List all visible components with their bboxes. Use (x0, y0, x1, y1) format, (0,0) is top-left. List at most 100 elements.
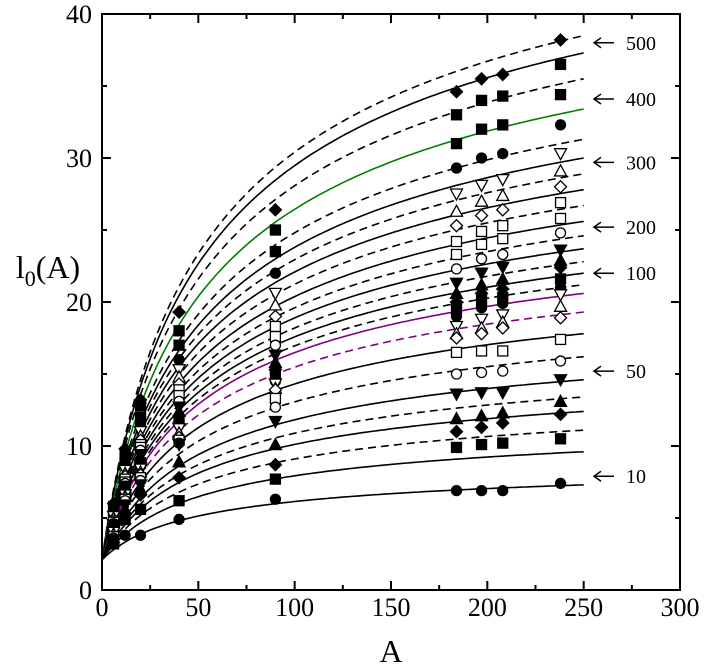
data-point-s5-p5 (268, 287, 283, 301)
marker-layer (106, 33, 568, 550)
data-point-s9-p7 (475, 238, 488, 251)
data-point-s6-p7 (474, 193, 489, 207)
data-point-s11-p7 (474, 267, 489, 281)
x-tick-label: 200 (468, 593, 507, 622)
tick-layer: 0 50 100 150 200 250 300 0 10 20 30 40 (66, 0, 700, 622)
data-point-s21-p4 (171, 438, 187, 452)
series-curve-1 (101, 34, 584, 560)
data-point-s25-p1 (107, 536, 120, 549)
series-curve-13 (101, 260, 584, 561)
series-curve-19 (101, 355, 584, 561)
data-point-s4-p7 (475, 152, 488, 164)
series-curve-2 (101, 52, 584, 560)
data-point-s25-p5 (269, 493, 282, 505)
x-tick-label: 100 (275, 593, 314, 622)
data-point-s22-p7 (474, 408, 489, 422)
data-point-s20-p6 (450, 368, 463, 380)
data-point-s15-p8 (497, 297, 509, 310)
data-point-s21-p7 (474, 387, 489, 401)
data-point-s2-p9 (554, 58, 567, 71)
data-point-s10-p5 (269, 339, 282, 351)
data-point-s1-p7 (474, 71, 489, 86)
data-point-s24-p2 (119, 513, 131, 526)
annotation-arrowhead-500 (592, 37, 602, 49)
x-tick-label: 0 (96, 593, 109, 622)
data-point-s22-p9 (553, 394, 568, 408)
data-point-s3-p8 (497, 119, 509, 131)
data-point-s3-p5 (269, 245, 282, 258)
data-point-s7-p6 (449, 218, 464, 233)
annotation-label-50: 50 (626, 361, 646, 383)
data-point-s4-p5 (269, 267, 282, 279)
data-point-s19-p7 (475, 345, 488, 357)
data-point-s25-p3 (134, 529, 147, 541)
annotation-arrowhead-10 (592, 470, 602, 482)
data-point-s19-p9 (554, 333, 567, 346)
plot-frame (101, 13, 681, 591)
series-curve-7 (101, 173, 584, 560)
data-point-s15-p6 (450, 310, 463, 323)
data-point-s25-p4 (173, 513, 185, 526)
data-point-s9-p8 (497, 232, 509, 245)
data-point-s2-p8 (497, 90, 509, 102)
data-point-s18-p9 (553, 310, 568, 325)
annotation-label-300: 300 (626, 152, 656, 174)
data-point-s2-p5 (269, 224, 282, 236)
data-point-s21-p6 (449, 388, 464, 402)
data-point-s20-p9 (554, 355, 567, 367)
data-point-s1-p9 (553, 33, 568, 47)
annotation-layer: 500 400 300 200 100 50 10 (592, 33, 656, 488)
annotation-arrowhead-200 (592, 221, 602, 233)
data-point-s21-p9 (553, 374, 568, 388)
data-point-s4-p9 (554, 119, 567, 131)
data-point-s16-p9 (553, 289, 568, 303)
data-point-s4-p4 (173, 353, 185, 366)
data-point-s20-p7 (475, 366, 488, 379)
x-tick-label: 150 (372, 593, 411, 622)
data-point-s3-p4 (173, 339, 185, 351)
x-axis-title: A (379, 633, 402, 669)
data-point-s7-p7 (474, 208, 489, 223)
data-point-s23-p3 (133, 488, 148, 502)
data-point-s7-p9 (553, 179, 568, 194)
data-point-s24-p5 (269, 473, 282, 485)
series-curve-21 (101, 396, 584, 561)
data-point-s19-p6 (450, 346, 463, 359)
y-tick-label: 20 (66, 288, 92, 317)
data-point-s25-p2 (119, 529, 131, 541)
series-curve-23 (101, 429, 584, 561)
data-point-s23-p5 (268, 457, 283, 472)
curve-layer (101, 34, 584, 561)
data-point-s18-p6 (449, 331, 464, 345)
y-tick-label: 10 (66, 432, 92, 461)
data-point-s24-p7 (475, 438, 488, 451)
data-point-s20-p5 (269, 401, 282, 413)
data-point-s23-p8 (495, 416, 510, 430)
annotation-label-100: 100 (626, 263, 656, 285)
data-point-s21-p5 (268, 415, 283, 429)
data-point-s9-p6 (450, 248, 463, 261)
data-point-s7-p5 (268, 309, 283, 324)
data-point-s8-p9 (554, 196, 567, 209)
series-curve-11 (101, 235, 584, 560)
data-point-s23-p7 (474, 420, 489, 435)
data-point-s5-p8 (495, 173, 510, 187)
data-point-s4-p8 (497, 148, 509, 160)
data-point-s25-p9 (554, 477, 567, 490)
data-point-s3-p9 (554, 88, 567, 101)
data-point-s9-p9 (554, 212, 567, 225)
series-curve-22 (101, 410, 584, 561)
data-point-s5-p9 (553, 148, 568, 162)
data-point-s6-p8 (495, 188, 510, 202)
data-point-s1-p4 (172, 305, 186, 319)
y-axis-title-sub: 0 (25, 266, 36, 291)
annotation-arrowhead-400 (592, 93, 602, 105)
data-point-s22-p5 (268, 437, 283, 451)
annotation-arrowhead-100 (592, 267, 602, 279)
data-point-s11-p8 (495, 261, 510, 275)
data-point-s22-p4 (171, 454, 187, 468)
data-point-s24-p3 (134, 503, 147, 516)
data-point-s25-p6 (450, 484, 463, 497)
data-point-s23-p9 (553, 407, 568, 422)
